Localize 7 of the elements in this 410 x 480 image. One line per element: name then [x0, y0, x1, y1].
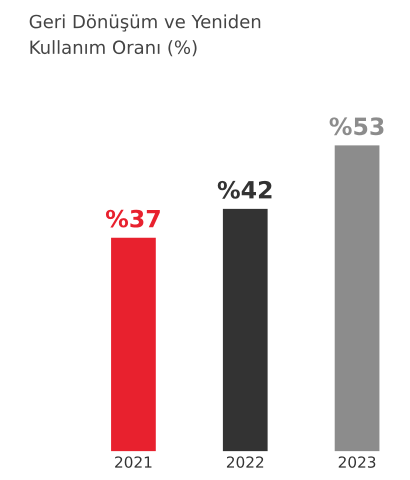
x-tick-label: 2021 — [115, 456, 152, 468]
chart-title: Geri Dönüşüm ve Yeniden Kullanım Oranı (%) — [30, 14, 260, 56]
data-label: %37 — [106, 210, 160, 228]
data-label: %42 — [218, 180, 272, 199]
data-label: %53 — [330, 117, 384, 136]
x-tick-label: 2022 — [226, 456, 264, 468]
x-tick-label: 2023 — [338, 456, 376, 468]
